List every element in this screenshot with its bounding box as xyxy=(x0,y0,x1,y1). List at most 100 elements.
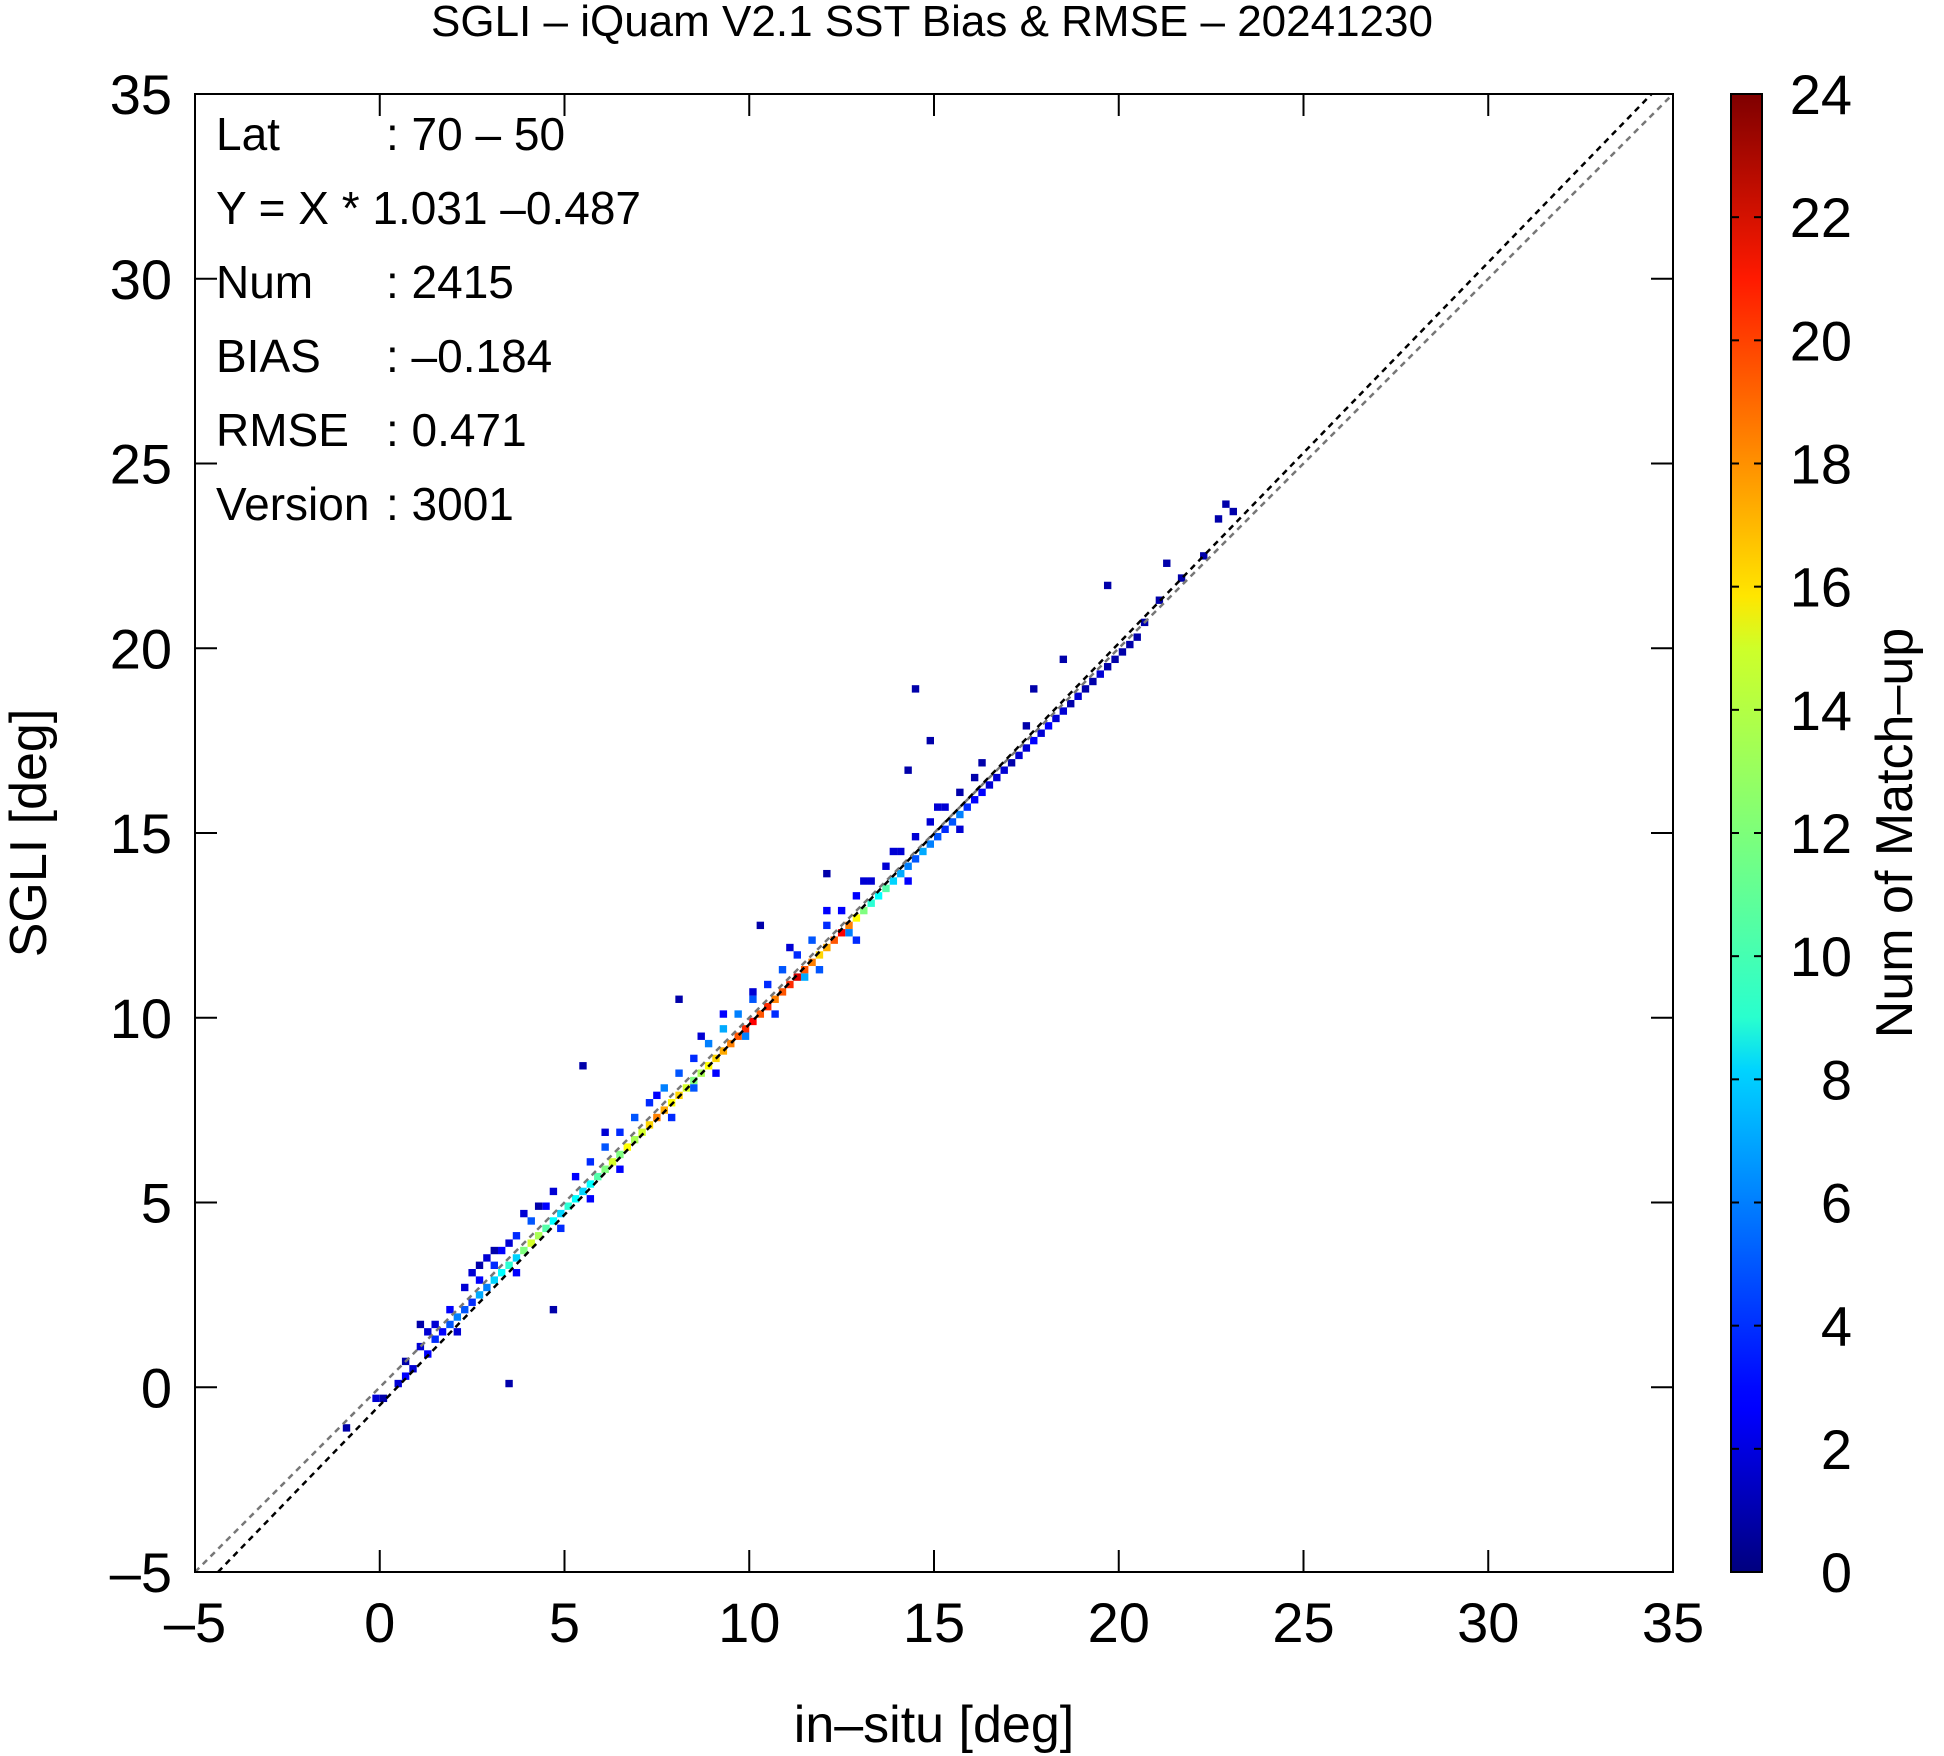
heatmap-cell xyxy=(601,1128,609,1136)
heatmap-cell xyxy=(1229,507,1237,516)
heatmap-cell xyxy=(424,1328,432,1336)
x-tick-label: 5 xyxy=(549,1591,580,1654)
heatmap-cell xyxy=(830,936,838,944)
heatmap-cell xyxy=(616,1150,624,1159)
heatmap-cell xyxy=(978,788,986,797)
colorbar-tick-label: 20 xyxy=(1790,309,1852,372)
heatmap-cell xyxy=(719,1010,728,1018)
heatmap-cell xyxy=(431,1335,439,1343)
heatmap-cell xyxy=(557,1209,565,1218)
heatmap-cell xyxy=(1030,685,1038,693)
heatmap-cell xyxy=(889,847,898,856)
heatmap-cell xyxy=(749,988,757,996)
colorbar-tick-label: 18 xyxy=(1790,433,1852,496)
stat-value: : 2415 xyxy=(386,256,514,308)
heatmap-cell xyxy=(586,1158,595,1166)
heatmap-cell xyxy=(852,914,861,922)
heatmap-cell xyxy=(741,1032,750,1040)
heatmap-cell xyxy=(719,1047,728,1055)
heatmap-cell xyxy=(468,1269,476,1277)
y-tick-label: –5 xyxy=(110,1541,172,1604)
stat-value: : –0.184 xyxy=(386,330,552,382)
x-tick-label: 20 xyxy=(1088,1591,1150,1654)
heatmap-cell xyxy=(897,847,905,856)
heatmap-cell xyxy=(926,736,934,745)
y-axis-ticks: –5 0 5 10 15 20 25 30 35 xyxy=(110,63,1673,1604)
heatmap-cell xyxy=(690,1054,698,1063)
heatmap-cell xyxy=(756,921,765,930)
heatmap-cell xyxy=(586,1195,595,1203)
heatmap-cell xyxy=(1089,677,1097,686)
heatmap-cell xyxy=(1103,663,1112,671)
heatmap-cell xyxy=(579,1187,587,1196)
heatmap-cell xyxy=(446,1320,454,1329)
heatmap-cell xyxy=(557,1224,565,1233)
heatmap-cell xyxy=(461,1305,469,1314)
heatmap-cell xyxy=(764,1002,772,1011)
heatmap-cell xyxy=(963,803,971,811)
heatmap-cell xyxy=(601,1143,609,1151)
colorbar-tick-label: 2 xyxy=(1821,1418,1852,1481)
heatmap-cell xyxy=(764,980,772,989)
heatmap-cell xyxy=(608,1158,617,1166)
heatmap-cell xyxy=(778,988,787,996)
heatmap-cell xyxy=(660,1084,668,1092)
stat-name: RMSE xyxy=(216,404,349,456)
heatmap-cell xyxy=(409,1365,417,1373)
heatmap-cell xyxy=(653,1113,661,1122)
heatmap-cell xyxy=(837,929,846,937)
x-tick-label: 15 xyxy=(903,1591,965,1654)
heatmap-cell xyxy=(1074,692,1082,700)
heatmap-cell xyxy=(401,1372,410,1380)
heatmap-cell xyxy=(911,685,920,693)
heatmap-cell xyxy=(638,1128,646,1136)
heatmap-cell xyxy=(852,936,861,944)
chart-title: SGLI – iQuam V2.1 SST Bias & RMSE – 2024… xyxy=(431,0,1433,46)
heatmap-cell xyxy=(926,840,934,848)
heatmap-cell xyxy=(934,803,942,811)
y-axis-label: SGLI [deg] xyxy=(0,709,58,958)
heatmap-cell xyxy=(934,833,942,841)
heatmap-cell xyxy=(1044,722,1053,730)
y-tick-label: 0 xyxy=(141,1356,172,1419)
y-tick-label: 15 xyxy=(110,802,172,865)
heatmap-cell xyxy=(653,1091,661,1100)
colorbar-label: Num of Match–up xyxy=(1866,628,1924,1038)
x-tick-label: 25 xyxy=(1272,1591,1334,1654)
heatmap-cell xyxy=(1000,766,1008,774)
heatmap-cell xyxy=(461,1283,469,1292)
stat-name: Y = X * 1.031 –0.487 xyxy=(216,182,641,234)
heatmap-cell xyxy=(1133,633,1141,641)
colorbar-tick-label: 22 xyxy=(1790,186,1852,249)
heatmap-cell xyxy=(993,773,1001,782)
heatmap-cell xyxy=(719,1025,728,1033)
heatmap-cell xyxy=(823,921,831,930)
heatmap-cell xyxy=(394,1379,402,1388)
heatmap-cell xyxy=(823,943,831,952)
heatmap-cell xyxy=(1177,574,1186,582)
y-tick-label: 5 xyxy=(141,1172,172,1235)
heatmap-cell xyxy=(453,1328,462,1336)
heatmap-cell xyxy=(675,1069,683,1077)
stat-name: Num xyxy=(216,256,313,308)
heatmap-cell xyxy=(571,1195,580,1203)
colorbar-tick-label: 24 xyxy=(1790,63,1852,126)
heatmap-cell xyxy=(956,825,964,833)
heatmap-cell xyxy=(874,892,883,900)
heatmap-cell xyxy=(771,995,779,1003)
heatmap-cell xyxy=(1155,596,1164,604)
heatmap-cell xyxy=(1059,707,1068,715)
heatmap-cell xyxy=(1030,736,1038,745)
x-tick-label: 10 xyxy=(718,1591,780,1654)
heatmap-cell xyxy=(475,1291,484,1299)
heatmap-cell xyxy=(867,899,875,907)
heatmap-cell xyxy=(527,1239,535,1247)
heatmap-cell xyxy=(860,877,868,885)
heatmap-cell xyxy=(586,1180,595,1188)
heatmap-cell xyxy=(904,766,912,774)
heatmap-cell xyxy=(534,1232,543,1240)
heatmap-cell xyxy=(1022,722,1031,730)
heatmap-cell xyxy=(778,966,787,974)
heatmap-cell xyxy=(379,1394,388,1403)
